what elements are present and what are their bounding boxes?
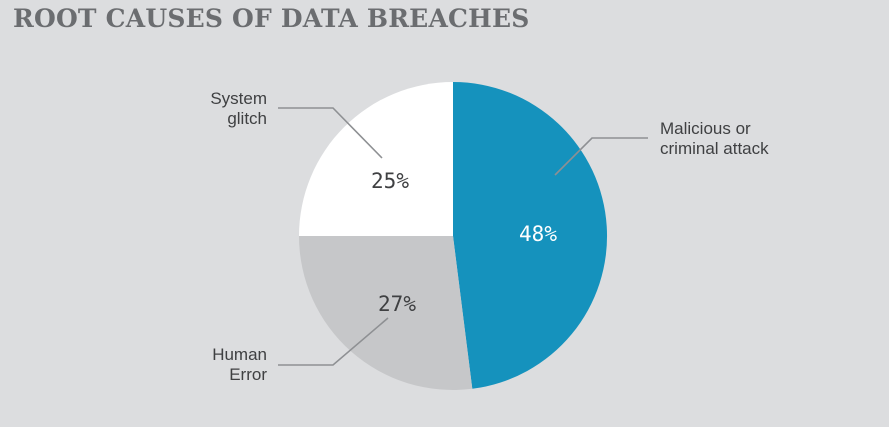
- chart-title: ROOT CAUSES OF DATA BREACHES: [13, 4, 530, 33]
- slice-category-line-malicious-1: criminal attack: [660, 139, 769, 158]
- slice-category-label-malicious: Malicious or criminal attack: [660, 119, 769, 158]
- slice-category-line-human-1: Error: [229, 365, 267, 384]
- slice-value-malicious: 48%: [519, 222, 557, 246]
- leader-line-system: [278, 107, 383, 159]
- slice-value-system: 25%: [371, 169, 409, 193]
- slice-value-human: 27%: [378, 292, 416, 316]
- slice-category-line-human-0: Human: [212, 345, 267, 364]
- slice-category-label-system: System glitch: [210, 89, 267, 128]
- pie-slice-system: [299, 82, 453, 236]
- slice-category-label-human: Human Error: [212, 345, 267, 384]
- leader-line-malicious: [554, 137, 648, 176]
- pie-slice-human: [299, 236, 473, 391]
- slice-category-line-malicious-0: Malicious or: [660, 119, 751, 138]
- slice-category-line-system-0: System: [210, 89, 267, 108]
- slice-category-line-system-1: glitch: [227, 109, 267, 128]
- leader-line-human: [278, 317, 389, 366]
- pie-slice-malicious: [453, 81, 608, 389]
